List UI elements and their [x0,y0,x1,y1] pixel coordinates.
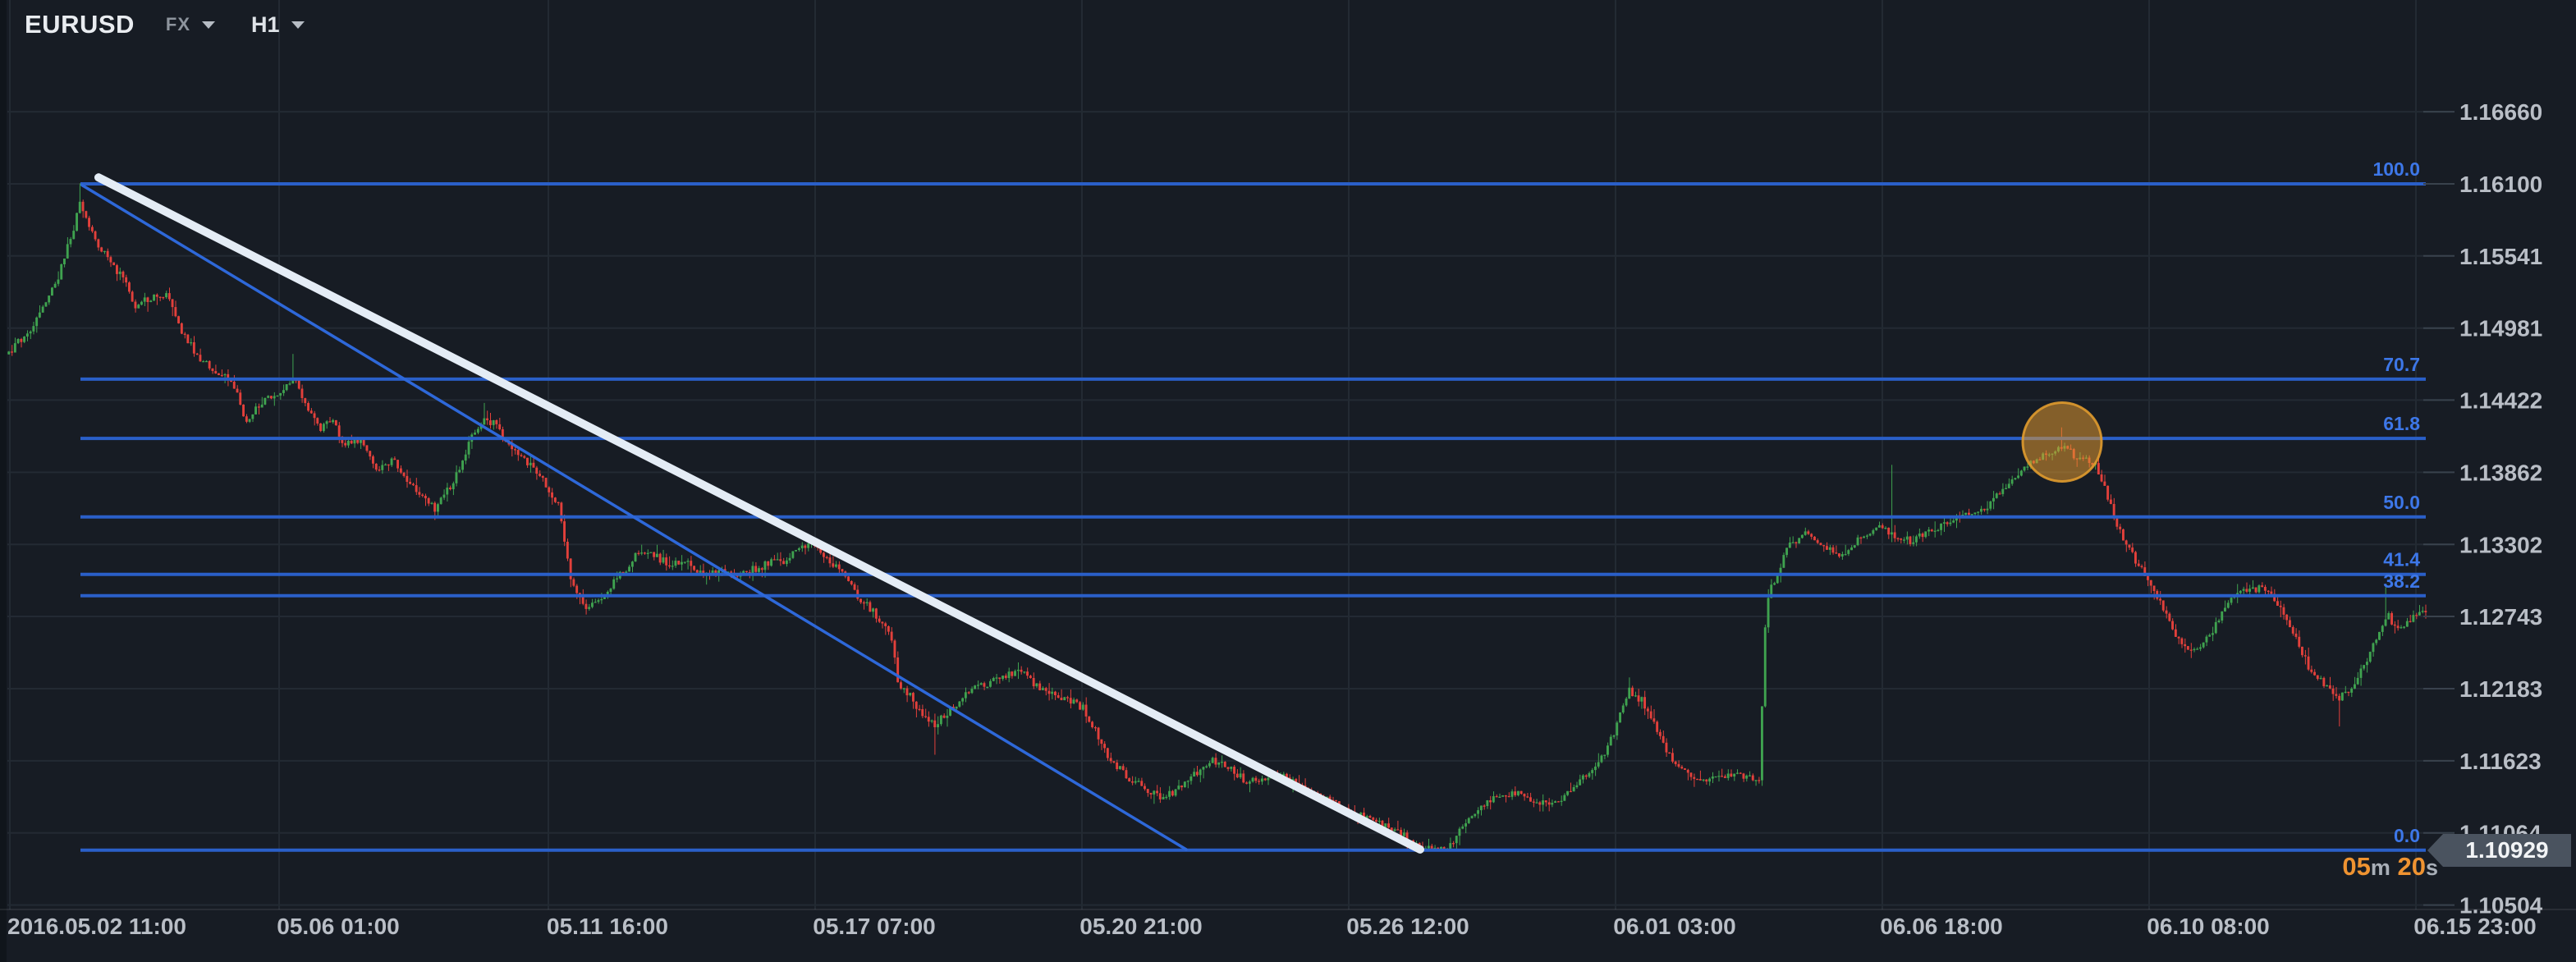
candle-countdown-timer: 05m 20s [2342,852,2438,882]
price-axis-label: 1.12183 [2459,676,2542,702]
fib-level-label: 38.2 [2383,570,2420,592]
time-axis-label: 06.06 18:00 [1880,914,2002,939]
time-axis-label: 05.17 07:00 [813,914,935,939]
timer-seconds: 20 [2397,852,2426,881]
fib-level-label: 41.4 [2383,549,2420,570]
timer-minutes: 05 [2342,852,2371,881]
timer-seconds-unit: s [2425,855,2438,880]
price-axis-label: 1.14422 [2459,387,2542,413]
time-axis-label: 06.01 03:00 [1613,914,1735,939]
trendline-blue[interactable] [80,183,1188,851]
time-axis-label: 05.11 16:00 [547,914,668,939]
left-edge-strip [0,0,7,962]
price-axis-label: 1.16100 [2459,172,2542,197]
price-axis-label: 1.14981 [2459,316,2542,341]
price-axis[interactable]: 1.16660 1.16100 1.15541 1.14981 1.14422 1.138… [2423,99,2543,918]
symbol-name: EURUSD [25,10,135,39]
current-price-tag: 1.10929 [2427,834,2571,867]
fib-level-label: 61.8 [2383,413,2420,434]
fib-retracement[interactable]: 100.0 70.7 61.8 50.0 41.438.2 0.0 [80,158,2426,852]
trendline-white[interactable] [94,173,1424,854]
fib-level-label: 70.7 [2383,354,2420,375]
time-axis-label: 2016.05.02 11:00 [7,914,186,939]
timer-minutes-unit: m [2370,855,2390,880]
highlight-circle-annotation[interactable] [2021,401,2103,483]
price-axis-label: 1.10504 [2459,893,2543,918]
price-axis-label: 1.13302 [2459,532,2542,557]
time-axis[interactable]: 2016.05.02 11:00 05.06 01:00 05.11 16:00 05… [7,914,2537,939]
timeframe-label: H1 [251,11,280,37]
price-axis-label: 1.12743 [2459,604,2542,630]
current-price-value: 1.10929 [2465,837,2549,863]
market-label: FX [165,14,191,34]
price-axis-label: 1.15541 [2459,244,2542,269]
symbol-bar: EURUSD FX H1 [25,10,305,39]
price-axis-label: 1.16660 [2459,99,2542,125]
fib-level-label: 100.0 [2372,158,2420,180]
chevron-down-icon [202,21,216,29]
fib-level-label: 0.0 [2394,825,2420,846]
chevron-down-icon [291,21,305,29]
price-axis-label: 1.11623 [2459,749,2542,774]
time-axis-label: 05.26 12:00 [1346,914,1469,939]
time-axis-label: 06.15 23:00 [2413,914,2536,939]
time-axis-label: 05.20 21:00 [1079,914,1202,939]
grid-lines [0,0,2576,910]
timeframe-dropdown[interactable]: H1 [251,12,305,38]
fib-level-label: 50.0 [2383,492,2420,513]
market-dropdown[interactable]: FX [165,14,216,35]
price-axis-label: 1.13862 [2459,460,2542,485]
time-axis-label: 05.06 01:00 [277,914,399,939]
time-axis-label: 06.10 08:00 [2147,914,2269,939]
